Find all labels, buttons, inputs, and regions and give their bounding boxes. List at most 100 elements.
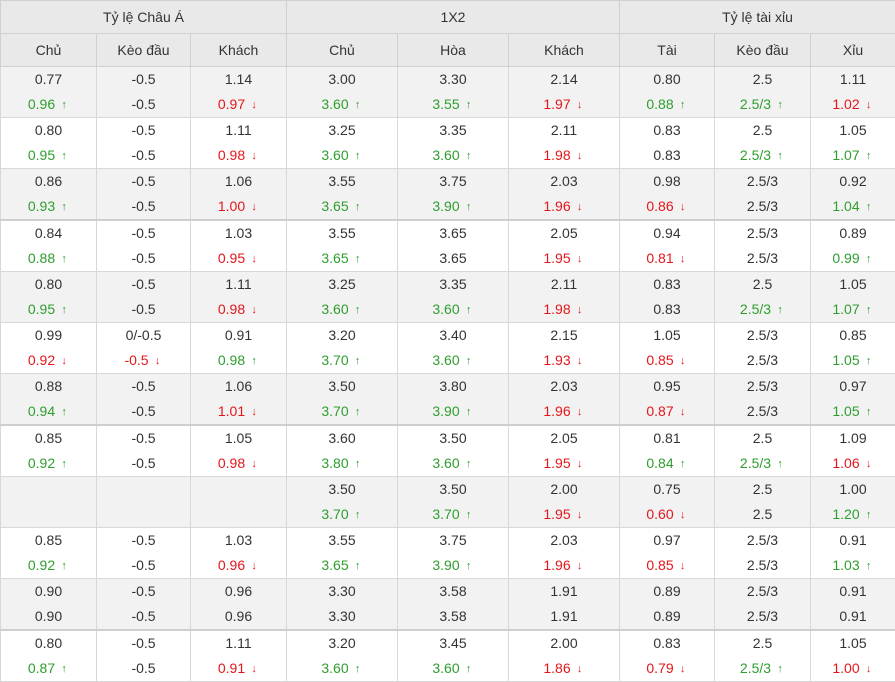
opening-odds: 2.5 [715, 272, 810, 297]
current-odds-value: 0.92 [28, 352, 55, 368]
current-odds: 1.07↑ [811, 297, 895, 322]
opening-odds: 2.5/3 [715, 323, 810, 348]
current-odds: 3.90↑ [398, 194, 508, 219]
current-odds: 1.05↑ [811, 348, 895, 373]
current-odds: -0.5 [97, 143, 190, 168]
odds-cell: -0.5-0.5 [97, 67, 191, 118]
current-odds: 3.60↑ [398, 143, 508, 168]
current-odds-value: 0.84 [646, 455, 673, 471]
arrow-up-icon: ↑ [59, 195, 69, 220]
arrow-down-icon: ↓ [575, 657, 585, 682]
opening-odds: 2.03 [509, 528, 619, 553]
opening-odds: 2.5/3 [715, 374, 810, 399]
opening-odds: 0.85 [811, 323, 895, 348]
opening-odds: 2.00 [509, 477, 619, 502]
opening-odds: 3.00 [287, 67, 397, 92]
current-odds: 1.04↑ [811, 194, 895, 219]
current-odds-value: -0.5 [131, 301, 155, 317]
current-odds-value: 1.98 [543, 147, 570, 163]
column-header-under: Xỉu [811, 34, 895, 67]
current-odds-value: 0.87 [28, 660, 55, 676]
current-odds: 0.85↓ [620, 348, 714, 373]
current-odds: 0.91 [811, 604, 895, 629]
current-odds: 2.5/3 [715, 348, 810, 373]
opening-odds: 0.90 [1, 579, 96, 604]
current-odds-value: 3.30 [328, 608, 355, 624]
opening-odds: 1.05 [811, 272, 895, 297]
opening-odds: 1.11 [811, 67, 895, 92]
opening-odds: -0.5 [97, 426, 190, 451]
current-odds-value: 3.70 [432, 506, 459, 522]
opening-odds: 3.50 [287, 374, 397, 399]
arrow-up-icon: ↑ [864, 349, 874, 374]
current-odds: 3.60↑ [398, 656, 508, 681]
current-odds: 2.5/3 [715, 604, 810, 629]
current-odds-value: 0.96 [218, 557, 245, 573]
column-header-away-1x2: Khách [509, 34, 620, 67]
opening-odds: 0.97 [620, 528, 714, 553]
arrow-up-icon: ↑ [864, 144, 874, 169]
opening-odds: -0.5 [97, 118, 190, 143]
current-odds: 1.86 ↓ [509, 656, 619, 681]
current-odds-value: 3.65 [321, 198, 348, 214]
current-odds: 0.87↓ [620, 399, 714, 424]
opening-odds: 3.55 [287, 221, 397, 246]
current-odds-value: 1.86 [543, 660, 570, 676]
current-odds-value: 3.90 [432, 198, 459, 214]
current-odds: -0.5 [97, 451, 190, 476]
opening-odds: -0.5 [97, 67, 190, 92]
arrow-up-icon: ↑ [464, 298, 474, 323]
opening-odds: -0.5 [97, 579, 190, 604]
arrow-up-icon: ↑ [59, 298, 69, 323]
arrow-down-icon: ↓ [575, 554, 585, 579]
current-odds-value: 0.94 [28, 403, 55, 419]
arrow-down-icon: ↓ [249, 657, 259, 682]
current-odds: 0.81↓ [620, 246, 714, 271]
current-odds-value: 1.01 [218, 403, 245, 419]
opening-odds: 0/-0.5 [97, 323, 190, 348]
current-odds-value: 0.85 [646, 352, 673, 368]
current-odds: 1.96↓ [509, 194, 619, 219]
opening-odds: 3.25 [287, 118, 397, 143]
current-odds-value: 0.98 [218, 147, 245, 163]
arrow-up-icon: ↑ [59, 657, 69, 682]
arrow-down-icon: ↓ [575, 195, 585, 220]
current-odds-value: 0.89 [653, 608, 680, 624]
current-odds-value: -0.5 [131, 147, 155, 163]
current-odds: -0.5 [97, 194, 190, 219]
opening-odds: 0.77 [1, 67, 96, 92]
current-odds-value: 1.95 [543, 506, 570, 522]
current-odds: 0.86↓ [620, 194, 714, 219]
arrow-up-icon: ↑ [678, 452, 688, 477]
current-odds-value: -0.5 [131, 660, 155, 676]
arrow-up-icon: ↑ [59, 452, 69, 477]
arrow-down-icon: ↓ [575, 400, 585, 425]
opening-odds: 0.80 [620, 67, 714, 92]
current-odds: 1.06↓ [811, 451, 895, 476]
arrow-up-icon: ↑ [353, 400, 363, 425]
arrow-down-icon: ↓ [249, 298, 259, 323]
current-odds-value: 2.5/3 [747, 250, 778, 266]
opening-odds: 2.14 [509, 67, 619, 92]
arrow-down-icon: ↓ [575, 144, 585, 169]
